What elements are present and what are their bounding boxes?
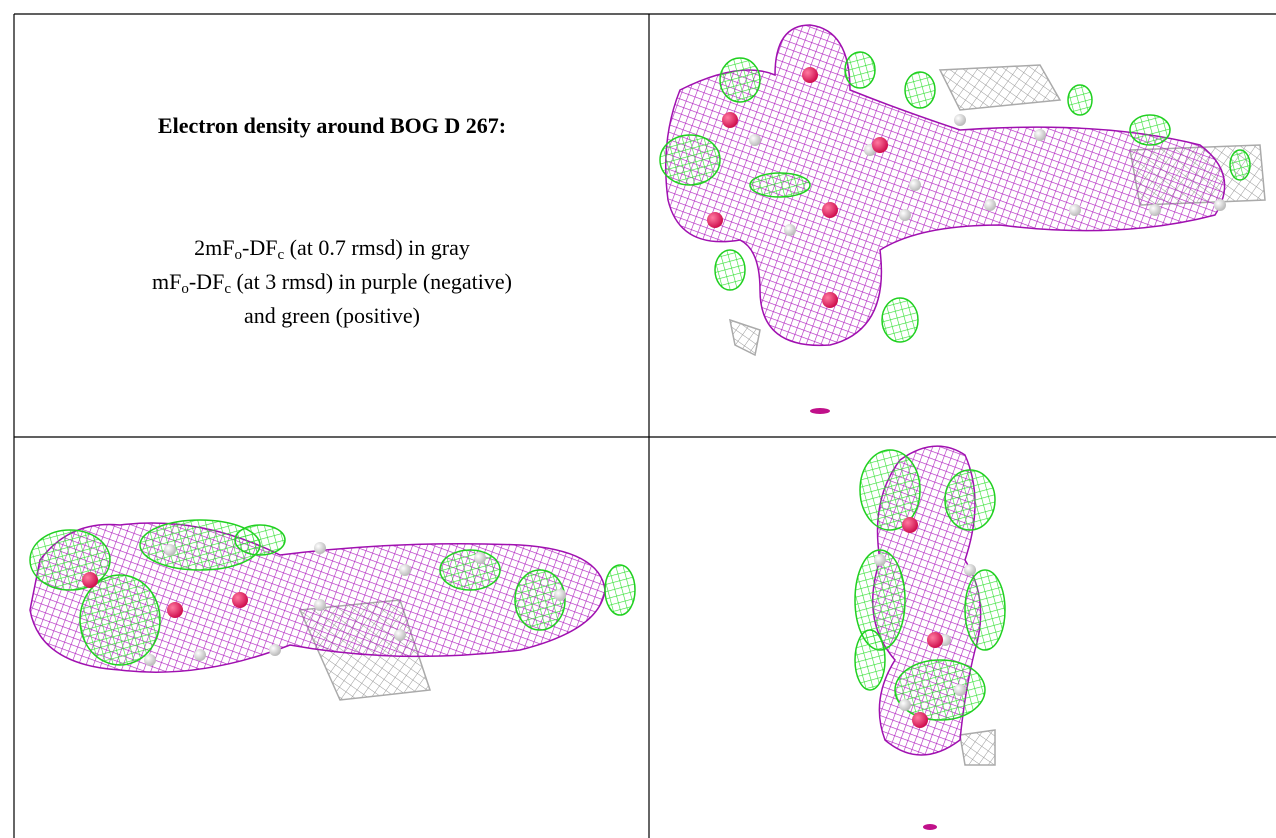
green-mesh bbox=[659, 134, 721, 186]
green-mesh bbox=[714, 249, 746, 291]
oxygen-atom bbox=[822, 292, 838, 308]
green-mesh bbox=[859, 449, 921, 531]
carbon-atom bbox=[964, 564, 976, 576]
carbon-atom bbox=[314, 599, 326, 611]
oxygen-atom bbox=[872, 137, 888, 153]
purple-mesh bbox=[810, 408, 830, 414]
green-mesh bbox=[944, 469, 996, 531]
green-mesh bbox=[894, 659, 986, 721]
carbon-atom bbox=[394, 629, 406, 641]
subscript: o bbox=[234, 247, 243, 263]
carbon-atom bbox=[954, 114, 966, 126]
carbon-atom bbox=[474, 552, 486, 564]
oxygen-atom bbox=[167, 602, 183, 618]
green-mesh bbox=[234, 524, 286, 556]
subscript: o bbox=[181, 281, 189, 297]
text: mF bbox=[152, 269, 182, 294]
oxygen-atom bbox=[232, 592, 248, 608]
carbon-atom bbox=[1069, 204, 1081, 216]
carbon-atom bbox=[984, 199, 996, 211]
carbon-atom bbox=[144, 654, 156, 666]
text: (at 3 rmsd) in purple (negative) bbox=[230, 269, 512, 294]
carbon-atom bbox=[1149, 204, 1161, 216]
carbon-atom bbox=[1034, 129, 1046, 141]
oxygen-atom bbox=[912, 712, 928, 728]
legend-line: and green (positive) bbox=[244, 303, 420, 328]
gray-mesh bbox=[938, 64, 1062, 111]
green-mesh bbox=[604, 564, 636, 616]
text: (at 0.7 rmsd) in gray bbox=[284, 235, 470, 260]
green-mesh bbox=[964, 569, 1006, 651]
oxygen-atom bbox=[822, 202, 838, 218]
oxygen-atom bbox=[707, 212, 723, 228]
green-mesh bbox=[881, 297, 919, 343]
oxygen-atom bbox=[802, 67, 818, 83]
carbon-atom bbox=[749, 134, 761, 146]
oxygen-atom bbox=[927, 632, 943, 648]
gray-mesh bbox=[729, 318, 761, 357]
gray-mesh bbox=[959, 729, 996, 766]
oxygen-atom bbox=[82, 572, 98, 588]
green-mesh bbox=[79, 574, 161, 666]
carbon-atom bbox=[954, 684, 966, 696]
oxygen-atom bbox=[902, 517, 918, 533]
legend-line: 2mFo-DFc (at 0.7 rmsd) in gray bbox=[15, 231, 649, 265]
green-mesh bbox=[904, 71, 936, 109]
carbon-atom bbox=[269, 644, 281, 656]
oxygen-atom bbox=[722, 112, 738, 128]
text: -DF bbox=[242, 235, 278, 260]
carbon-atom bbox=[554, 589, 566, 601]
title: Electron density around BOG D 267: bbox=[157, 113, 507, 138]
green-mesh bbox=[1067, 84, 1093, 116]
carbon-atom bbox=[784, 224, 796, 236]
green-mesh bbox=[1229, 149, 1251, 181]
text: -DF bbox=[188, 269, 225, 294]
green-mesh bbox=[844, 51, 876, 89]
purple-mesh bbox=[923, 824, 937, 830]
text: 2mF bbox=[194, 235, 235, 260]
purple-mesh bbox=[664, 24, 1226, 347]
subscript: c bbox=[277, 247, 285, 263]
carbon-atom bbox=[899, 209, 911, 221]
green-mesh bbox=[514, 569, 566, 631]
carbon-atom bbox=[194, 649, 206, 661]
legend-cell: Electron density around BOG D 267: 2mFo-… bbox=[15, 15, 649, 437]
carbon-atom bbox=[314, 542, 326, 554]
carbon-atom bbox=[1214, 199, 1226, 211]
green-mesh bbox=[439, 549, 501, 591]
legend: 2mFo-DFc (at 0.7 rmsd) in gray mFo-DFc (… bbox=[15, 231, 649, 333]
green-mesh bbox=[29, 529, 111, 591]
legend-line: mFo-DFc (at 3 rmsd) in purple (negative) bbox=[15, 265, 649, 299]
green-mesh bbox=[854, 629, 886, 691]
subscript: c bbox=[224, 281, 231, 297]
carbon-atom bbox=[899, 699, 911, 711]
green-mesh bbox=[719, 57, 761, 103]
density-images bbox=[29, 24, 1266, 830]
carbon-atom bbox=[399, 564, 411, 576]
green-mesh bbox=[749, 172, 811, 198]
carbon-atom bbox=[909, 179, 921, 191]
green-mesh bbox=[1129, 114, 1171, 146]
carbon-atom bbox=[164, 544, 176, 556]
carbon-atom bbox=[874, 554, 886, 566]
